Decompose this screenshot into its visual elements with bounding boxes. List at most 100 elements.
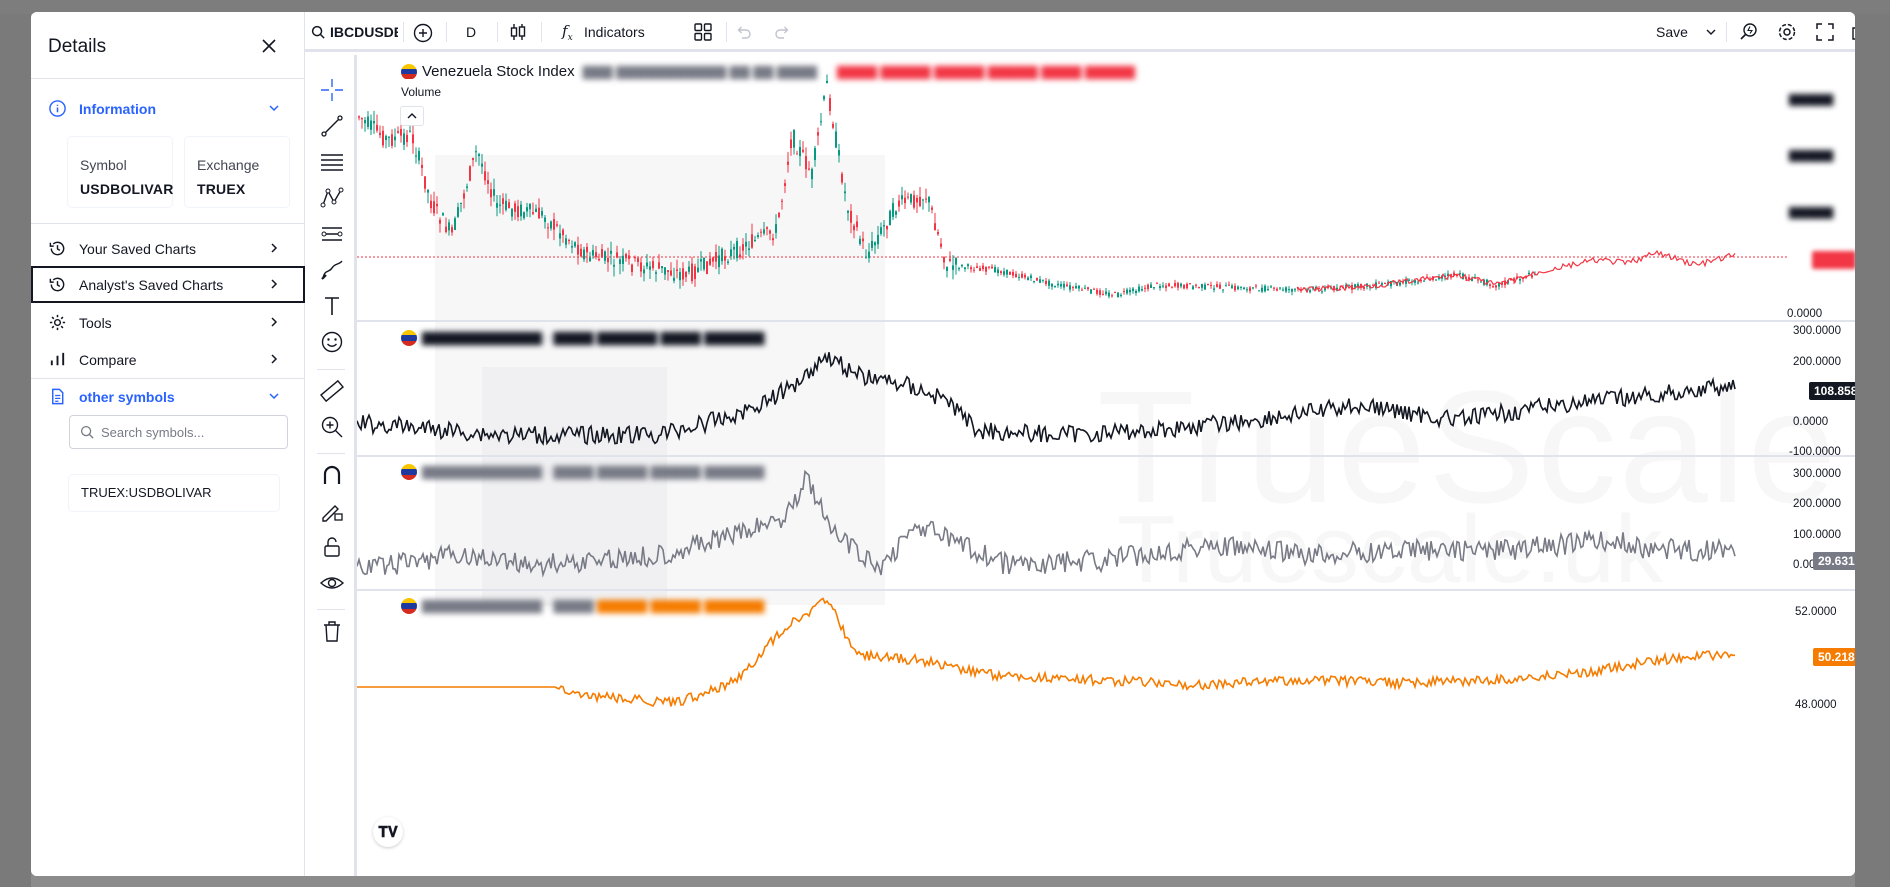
candle-body <box>949 258 951 261</box>
indicators-button[interactable]: fx Indicators <box>562 12 645 52</box>
candle-body <box>1357 284 1359 288</box>
fullscreen-icon[interactable] <box>1815 22 1835 42</box>
details-title: Details <box>48 36 107 57</box>
layout-grid-icon[interactable] <box>693 22 713 42</box>
eye-icon[interactable] <box>319 570 345 596</box>
bar-chart-icon <box>50 352 65 366</box>
candle-body <box>772 238 774 241</box>
candle-body <box>1513 278 1515 281</box>
symbol-search-input[interactable] <box>101 422 281 442</box>
candle-body <box>1114 292 1116 294</box>
candle-body <box>1189 283 1191 285</box>
interval-button[interactable]: D <box>466 24 477 40</box>
candle-body <box>1399 282 1401 286</box>
camera-icon[interactable] <box>1851 22 1855 42</box>
candle-body <box>763 229 765 234</box>
candle-body <box>409 130 411 132</box>
candle-body <box>811 168 813 180</box>
candle-body <box>1381 283 1383 286</box>
candle-body <box>1474 276 1476 278</box>
candle-body <box>1099 290 1101 295</box>
drawing-toolbar <box>305 55 357 876</box>
section-information[interactable]: Information <box>31 90 305 127</box>
section-other-symbols[interactable]: other symbols <box>31 378 305 415</box>
unlock-icon[interactable] <box>319 534 345 560</box>
candle-body <box>1096 289 1098 294</box>
save-button[interactable]: Save <box>1656 24 1688 40</box>
magnet-icon[interactable] <box>319 462 345 488</box>
compare-add-icon[interactable] <box>412 22 434 44</box>
candle-body <box>508 202 510 209</box>
trend-line-icon[interactable] <box>319 113 345 139</box>
section-tools-label: Tools <box>79 314 112 331</box>
chart-canvas[interactable] <box>357 55 1855 876</box>
candle-body <box>964 267 966 270</box>
redo-icon[interactable] <box>773 24 791 40</box>
candle-body <box>937 232 939 235</box>
candle-body <box>793 130 795 148</box>
candle-body <box>529 203 531 210</box>
candle-body <box>361 118 363 120</box>
candle-body <box>1492 286 1494 288</box>
y-tick: -100.0000 <box>1789 446 1841 458</box>
symbol-search-button[interactable]: IBCDUSDB <box>311 22 401 42</box>
gear-icon[interactable] <box>1776 21 1798 43</box>
zoom-in-icon[interactable] <box>319 414 345 440</box>
candle-body <box>514 203 516 212</box>
candle-body <box>1159 286 1161 289</box>
candle-body <box>499 204 501 206</box>
blurred-y-tick: ▇▇▇▇▇ <box>1789 94 1834 106</box>
venezuela-flag-icon <box>401 598 417 614</box>
candle-body <box>406 134 408 143</box>
fib-retracement-icon[interactable] <box>319 149 345 175</box>
chevron-down-icon[interactable] <box>1705 26 1717 38</box>
candle-body <box>748 248 750 251</box>
candle-body <box>1501 282 1503 285</box>
divider <box>31 78 305 79</box>
divider <box>31 378 305 379</box>
candle-body <box>796 153 798 155</box>
trash-icon[interactable] <box>319 618 345 644</box>
section-tools[interactable]: Tools <box>31 304 305 341</box>
candle-body <box>1438 276 1440 279</box>
close-icon[interactable] <box>257 34 281 58</box>
section-compare[interactable]: Compare <box>31 341 305 378</box>
candle-body <box>628 255 630 260</box>
candle-body <box>751 234 753 248</box>
candle-body <box>1087 287 1089 290</box>
text-icon[interactable] <box>319 293 345 319</box>
candle-body <box>970 267 972 270</box>
candle-body <box>1177 282 1179 288</box>
brush-icon[interactable] <box>319 257 345 283</box>
candle-body <box>1435 279 1437 281</box>
candles-icon[interactable] <box>507 21 529 43</box>
section-your-saved-charts[interactable]: Your Saved Charts <box>31 230 305 267</box>
candle-body <box>721 248 723 262</box>
quick-search-icon[interactable] <box>1738 21 1760 43</box>
symbol-list-item[interactable]: TRUEX:USDBOLIVAR <box>69 475 279 511</box>
candle-body <box>880 227 882 234</box>
candle-body <box>358 116 360 118</box>
crosshair-icon[interactable] <box>319 77 345 103</box>
lock-draw-icon[interactable] <box>319 498 345 524</box>
blurred-legend-text: ▇▇▇▇▇▇▇▇▇▇▇▇ · ▇▇▇▇ ▇▇▇▇▇▇ ▇▇▇▇ ▇▇▇▇▇▇ <box>422 330 765 345</box>
tradingview-logo[interactable]: 𝐓𝐕 <box>373 817 403 847</box>
chart-area[interactable]: TrueScale Truescale.uk Venezuela Stock I… <box>357 55 1855 876</box>
x-tick: 2018 <box>801 875 828 876</box>
y-tick: 52.0000 <box>1795 606 1837 618</box>
candle-body <box>931 207 933 210</box>
undo-icon[interactable] <box>735 24 753 40</box>
pattern-icon[interactable] <box>319 185 345 211</box>
candle-body <box>379 132 381 136</box>
pane2-series <box>357 351 1736 446</box>
chevron-right-icon <box>271 243 278 253</box>
prediction-icon[interactable] <box>319 221 345 247</box>
candle-body <box>1489 284 1491 286</box>
ruler-icon[interactable] <box>319 378 345 404</box>
symbol-search[interactable] <box>69 415 288 449</box>
legend-collapse-button[interactable] <box>400 106 424 126</box>
emoji-icon[interactable] <box>319 329 345 355</box>
candle-body <box>538 207 540 219</box>
section-analysts-saved-charts[interactable]: Analyst's Saved Charts <box>31 266 305 303</box>
candle-body <box>985 267 987 272</box>
